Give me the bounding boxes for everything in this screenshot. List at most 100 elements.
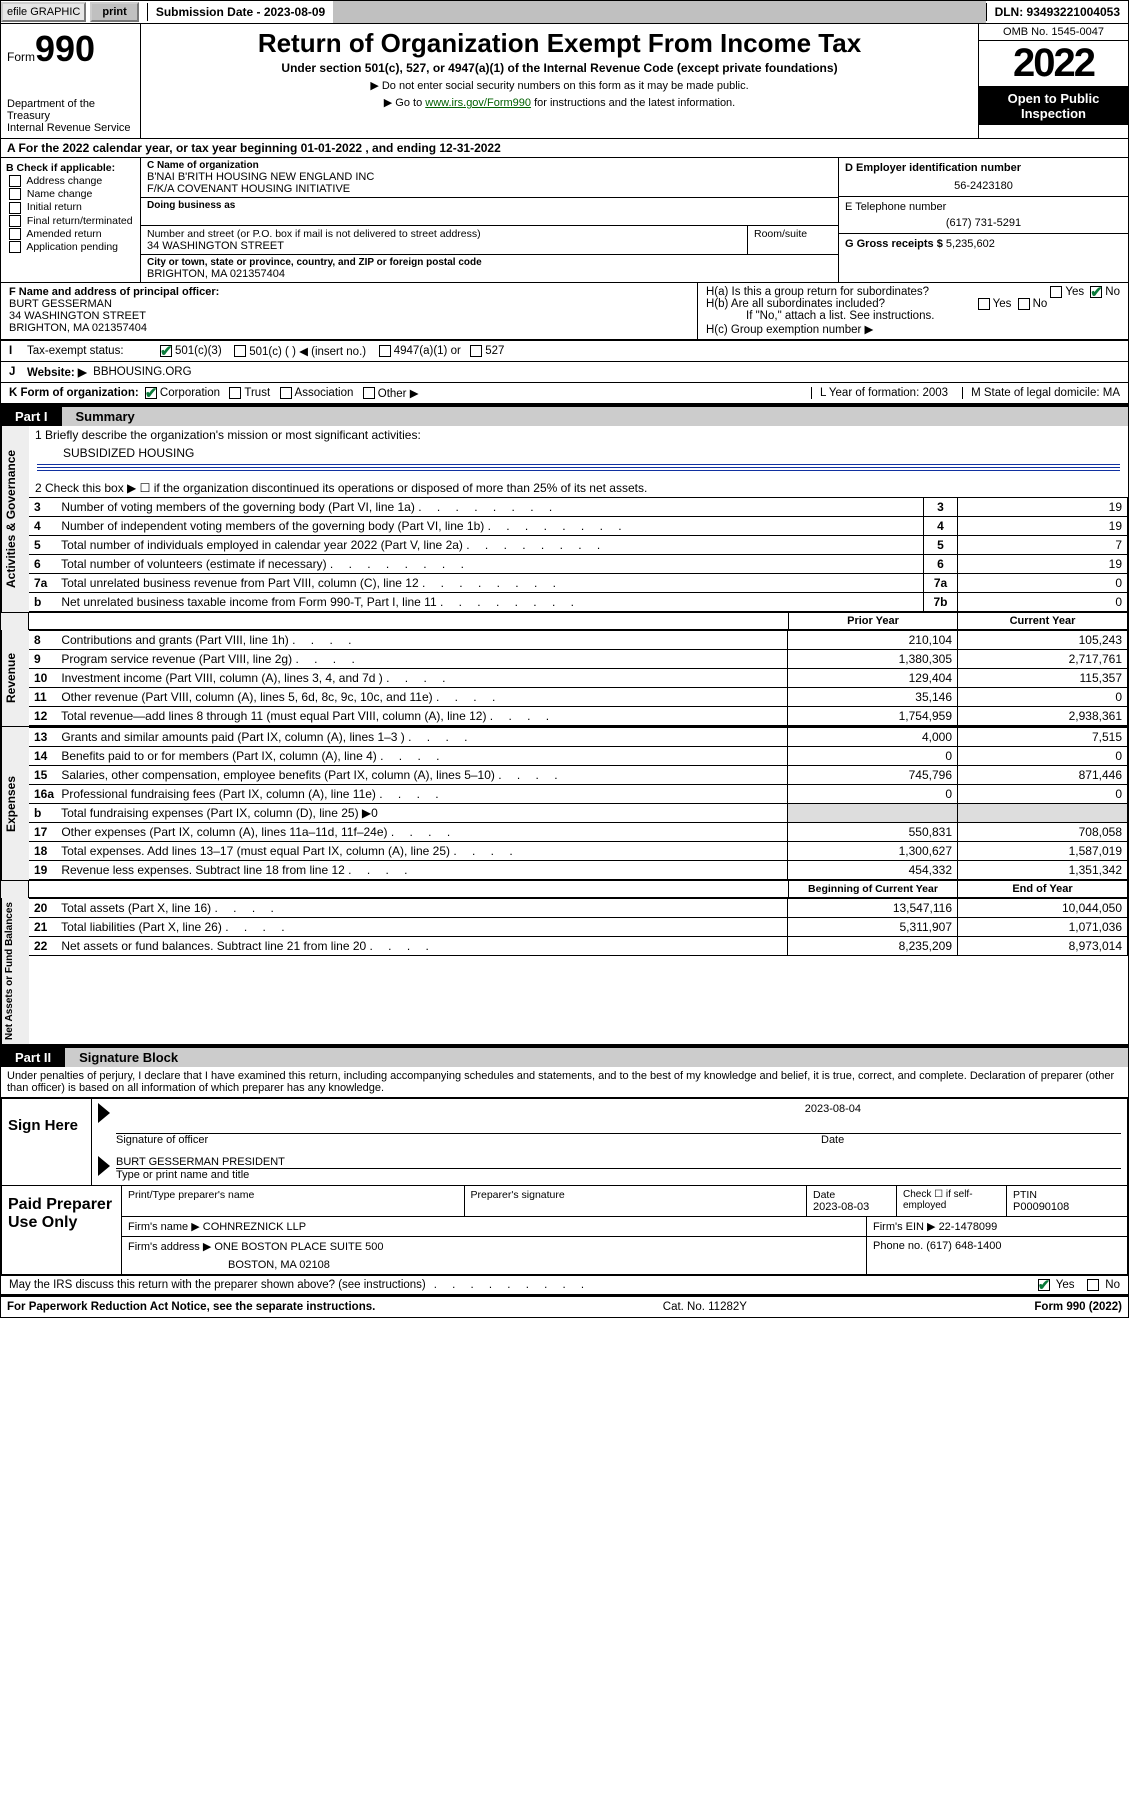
sig-date-label: Date <box>821 1134 1121 1146</box>
form-number: 990 <box>35 28 95 69</box>
hb-no-lbl: No <box>1033 298 1048 310</box>
dba-label: Doing business as <box>147 200 832 211</box>
chk-amended[interactable]: Amended return <box>6 228 135 240</box>
part-ii-header: Part II Signature Block <box>1 1046 1128 1067</box>
part-ii-title: Signature Block <box>65 1048 1128 1067</box>
gov-row: 7a Total unrelated business revenue from… <box>29 574 1128 593</box>
chk-501c[interactable] <box>234 345 246 357</box>
m-label: M State of legal domicile: <box>971 387 1099 399</box>
chk-association[interactable] <box>280 387 292 399</box>
prep-name-label: Print/Type preparer's name <box>128 1189 458 1201</box>
chk-527[interactable] <box>470 345 482 357</box>
net-assets-table: 20 Total assets (Part X, line 16) . . . … <box>29 898 1128 956</box>
financial-row: 21 Total liabilities (Part X, line 26) .… <box>29 918 1128 937</box>
part-i-tag: Part I <box>1 407 62 426</box>
penalty-statement: Under penalties of perjury, I declare th… <box>1 1067 1128 1097</box>
h-a-row: H(a) Is this a group return for subordin… <box>706 286 1120 298</box>
ptin-value: P00090108 <box>1013 1201 1121 1213</box>
hb-yes[interactable] <box>978 298 990 310</box>
gov-row: 6 Total number of volunteers (estimate i… <box>29 555 1128 574</box>
b-opt-4: Amended return <box>26 228 101 240</box>
b-opt-0: Address change <box>26 175 102 187</box>
financial-row: 18 Total expenses. Add lines 13–17 (must… <box>29 842 1128 861</box>
hb-yes-lbl: Yes <box>993 298 1012 310</box>
firm-addr2: BOSTON, MA 02108 <box>128 1259 860 1271</box>
org-city: BRIGHTON, MA 021357404 <box>147 268 832 280</box>
block-b-c: B Check if applicable: Address change Na… <box>1 158 1128 283</box>
row-k-l-m: K Form of organization: Corporation Trus… <box>1 382 1128 405</box>
b-opt-2: Initial return <box>27 201 82 213</box>
col-right-deg: D Employer identification number 56-2423… <box>838 158 1128 282</box>
hb-label: H(b) Are all subordinates included? <box>706 298 885 310</box>
financial-row: b Total fundraising expenses (Part IX, c… <box>29 804 1128 823</box>
firm-addr-label: Firm's address ▶ <box>128 1241 211 1253</box>
chk-corporation[interactable] <box>145 387 157 399</box>
e-label: E Telephone number <box>845 201 1122 213</box>
firm-phone: (617) 648-1400 <box>926 1240 1001 1252</box>
financial-row: 9 Program service revenue (Part VIII, li… <box>29 650 1128 669</box>
gov-row: 5 Total number of individuals employed i… <box>29 536 1128 555</box>
financial-row: 13 Grants and similar amounts paid (Part… <box>29 728 1128 747</box>
submission-date: Submission Date - 2023-08-09 <box>147 3 333 21</box>
d-label: D Employer identification number <box>845 162 1122 174</box>
financial-row: 8 Contributions and grants (Part VIII, l… <box>29 631 1128 650</box>
print-button[interactable]: print <box>90 2 138 22</box>
officer-addr1: 34 WASHINGTON STREET <box>9 310 689 322</box>
open-to-public: Open to Public Inspection <box>979 87 1128 125</box>
hb-no[interactable] <box>1018 298 1030 310</box>
form-header: Form990 Department of the Treasury Inter… <box>1 24 1128 139</box>
i-label: Tax-exempt status: <box>27 345 157 357</box>
firm-ein: 22-1478099 <box>939 1221 998 1233</box>
chk-name-change[interactable]: Name change <box>6 188 135 200</box>
may-yes[interactable] <box>1038 1279 1050 1291</box>
vtab-net-assets: Net Assets or Fund Balances <box>1 898 29 1044</box>
chk-501c3[interactable] <box>160 345 172 357</box>
ha-yes[interactable] <box>1050 286 1062 298</box>
financial-row: 16a Professional fundraising fees (Part … <box>29 785 1128 804</box>
chk-address-change[interactable]: Address change <box>6 175 135 187</box>
i-opt-2: 4947(a)(1) or <box>394 345 461 357</box>
header-right: OMB No. 1545-0047 2022 Open to Public In… <box>978 24 1128 138</box>
rule-3 <box>37 470 1120 471</box>
ha-no[interactable] <box>1090 286 1102 298</box>
chk-trust[interactable] <box>229 387 241 399</box>
c-name-label: C Name of organization <box>147 160 832 171</box>
footer-left: For Paperwork Reduction Act Notice, see … <box>7 1301 375 1313</box>
financial-row: 10 Investment income (Part VIII, column … <box>29 669 1128 688</box>
hd-beginning: Beginning of Current Year <box>788 881 958 898</box>
may-yes-lbl: Yes <box>1056 1279 1075 1291</box>
chk-other[interactable] <box>363 387 375 399</box>
top-bar: efile GRAPHIC print Submission Date - 20… <box>0 0 1129 24</box>
state-domicile: MA <box>1103 387 1120 399</box>
chk-initial-return[interactable]: Initial return <box>6 201 135 213</box>
sign-arrow-icon <box>98 1103 110 1123</box>
k-opt-3: Other ▶ <box>378 386 419 400</box>
footer-mid: Cat. No. 11282Y <box>663 1301 747 1313</box>
chk-app-pending[interactable]: Application pending <box>6 241 135 253</box>
prep-date: 2023-08-03 <box>813 1201 890 1213</box>
may-discuss-row: May the IRS discuss this return with the… <box>1 1275 1128 1296</box>
form-word: Form <box>7 50 35 64</box>
k-opt-0: Corporation <box>160 387 220 399</box>
subtitle-1: Under section 501(c), 527, or 4947(a)(1)… <box>151 61 968 75</box>
chk-final-return[interactable]: Final return/terminated <box>6 215 135 227</box>
hd-current-year: Current Year <box>958 613 1128 630</box>
omb-number: OMB No. 1545-0047 <box>979 24 1128 41</box>
vtab-expenses: Expenses <box>1 727 29 880</box>
l-label: L Year of formation: <box>820 387 919 399</box>
prep-selfemp[interactable]: Check ☐ if self-employed <box>897 1186 1007 1216</box>
sig-officer-label: Signature of officer <box>116 1134 821 1146</box>
i-opt-3: 527 <box>485 345 504 357</box>
efile-button[interactable]: efile GRAPHIC <box>1 2 86 22</box>
chk-4947[interactable] <box>379 345 391 357</box>
city-label: City or town, state or province, country… <box>147 257 832 268</box>
org-name-2: F/K/A COVENANT HOUSING INITIATIVE <box>147 183 832 195</box>
form990-link[interactable]: www.irs.gov/Form990 <box>425 97 531 109</box>
h-c-row: H(c) Group exemption number ▶ <box>706 322 1120 336</box>
financial-row: 11 Other revenue (Part VIII, column (A),… <box>29 688 1128 707</box>
officer-addr2: BRIGHTON, MA 021357404 <box>9 322 689 334</box>
may-no[interactable] <box>1087 1279 1099 1291</box>
b-opt-3: Final return/terminated <box>27 215 133 227</box>
prior-current-header: Prior Year Current Year <box>1 613 1128 630</box>
b-header: B Check if applicable: <box>6 162 135 174</box>
